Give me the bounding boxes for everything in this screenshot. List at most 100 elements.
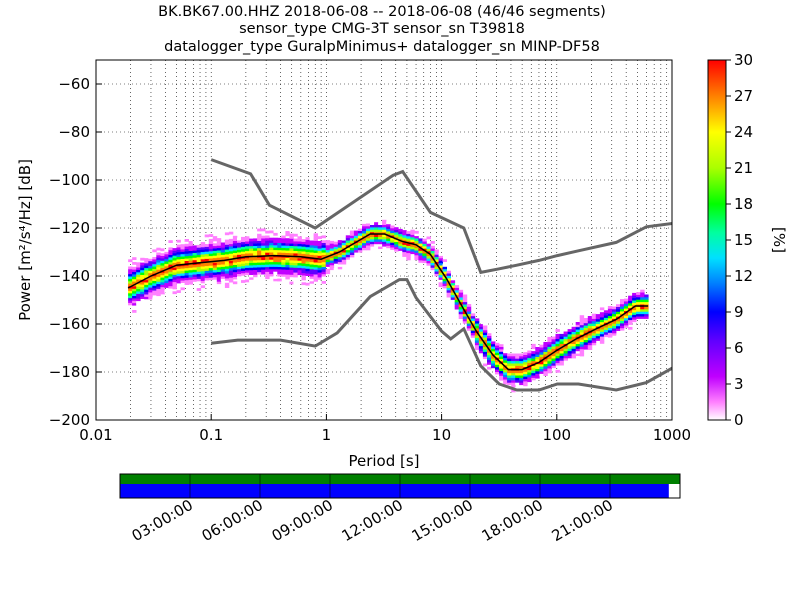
- psd-density-cell: [172, 269, 177, 273]
- plot-frame: [95, 59, 673, 421]
- psd-density-cell: [216, 245, 222, 249]
- psd-density-cell: [390, 251, 395, 255]
- psd-density-cell: [499, 349, 504, 352]
- psd-density-cell: [168, 257, 173, 260]
- psd-density-cell: [273, 249, 278, 253]
- psd-density-cell: [180, 256, 185, 259]
- psd-density-cell: [176, 268, 181, 272]
- psd-density-cell: [224, 249, 230, 252]
- psd-density-cell: [482, 329, 488, 333]
- psd-density-cell: [523, 369, 528, 372]
- psd-density-cell: [539, 371, 544, 374]
- psd-density-cell: [265, 273, 270, 277]
- psd-density-cell: [390, 237, 395, 241]
- psd-density-cell: [200, 263, 206, 267]
- psd-density-cell: [341, 242, 347, 246]
- psd-density-cell: [406, 257, 411, 261]
- psd-density-cell: [337, 256, 343, 260]
- psd-density-cell: [547, 351, 552, 355]
- psd-density-cell: [200, 280, 206, 284]
- psd-density-cell: [551, 365, 556, 369]
- psd-density-cell: [148, 260, 153, 264]
- psd-density-cell: [281, 252, 286, 256]
- psd-density-cell: [595, 333, 601, 337]
- psd-density-cell: [321, 247, 326, 251]
- psd-density-cell: [640, 296, 645, 300]
- psd-density-cell: [620, 315, 625, 319]
- psd-density-cell: [466, 304, 472, 307]
- psd-density-cell: [208, 265, 214, 269]
- psd-density-cell: [341, 252, 347, 255]
- psd-density-cell: [438, 277, 443, 280]
- psd-density-cell: [462, 296, 468, 300]
- psd-density-cell: [144, 274, 149, 278]
- x-axis-label: Period [s]: [348, 452, 419, 470]
- psd-density-cell: [245, 253, 250, 256]
- psd-density-cell: [426, 255, 431, 259]
- psd-density-cell: [398, 228, 403, 232]
- psd-density-cell: [253, 274, 258, 278]
- psd-density-cell: [382, 234, 387, 237]
- psd-density-cell: [438, 265, 443, 268]
- psd-density-cell: [228, 246, 234, 249]
- psd-density-cell: [491, 358, 496, 361]
- psd-density-cell: [640, 299, 645, 303]
- psd-density-cell: [132, 257, 137, 260]
- psd-density-cell: [595, 321, 601, 325]
- psd-density-cell: [507, 375, 512, 378]
- psd-density-cell: [458, 292, 464, 295]
- psd-density-cell: [224, 268, 230, 272]
- psd-density-cell: [607, 327, 613, 331]
- psd-density-cell: [394, 239, 399, 242]
- psd-density-cell: [519, 363, 524, 366]
- psd-density-cell: [341, 244, 347, 248]
- psd-density-cell: [378, 227, 383, 230]
- psd-density-cell: [160, 272, 165, 276]
- psd-density-cell: [603, 312, 609, 316]
- psd-density-cell: [406, 252, 411, 256]
- psd-density-cell: [309, 232, 314, 236]
- psd-density-cell: [176, 280, 181, 284]
- psd-density-cell: [466, 308, 472, 312]
- psd-density-cell: [442, 271, 447, 274]
- psd-density-cell: [478, 324, 484, 327]
- psd-density-cell: [349, 249, 355, 253]
- psd-density-cell: [289, 267, 294, 270]
- psd-density-cell: [511, 372, 516, 376]
- psd-density-cell: [200, 256, 206, 260]
- psd-density-cell: [224, 232, 230, 236]
- psd-density-cell: [378, 243, 383, 247]
- psd-density-cell: [547, 360, 552, 364]
- psd-density-cell: [487, 362, 492, 365]
- psd-density-cell: [321, 264, 326, 267]
- psd-density-cell: [160, 265, 165, 268]
- psd-density-cell: [317, 260, 322, 263]
- psd-density-cell: [470, 313, 476, 317]
- psd-density-cell: [426, 262, 431, 266]
- psd-density-cell: [362, 223, 367, 227]
- psd-density-cell: [591, 330, 597, 334]
- psd-density-cell: [156, 274, 161, 277]
- psd-density-cell: [523, 357, 528, 360]
- psd-density-cell: [434, 263, 439, 267]
- psd-density-cell: [249, 277, 254, 280]
- psd-density-cell: [519, 375, 524, 378]
- psd-density-cell: [273, 266, 278, 270]
- psd-density-cell: [297, 257, 302, 261]
- psd-density-cell: [237, 249, 242, 253]
- psd-density-cell: [329, 260, 335, 263]
- psd-density-cell: [301, 251, 306, 254]
- psd-density-cell: [297, 245, 302, 249]
- psd-density-cell: [216, 262, 222, 265]
- psd-density-cell: [301, 265, 306, 269]
- psd-density-cell: [277, 237, 282, 241]
- psd-density-cell: [624, 313, 629, 316]
- psd-density-cell: [349, 240, 355, 243]
- psd-density-cell: [555, 355, 560, 359]
- psd-density-cell: [188, 269, 193, 273]
- psd-density-cell: [612, 332, 617, 336]
- psd-density-cell: [317, 272, 322, 275]
- psd-density-cell: [148, 256, 153, 259]
- psd-density-cell: [281, 247, 286, 251]
- psd-density-cell: [249, 267, 254, 271]
